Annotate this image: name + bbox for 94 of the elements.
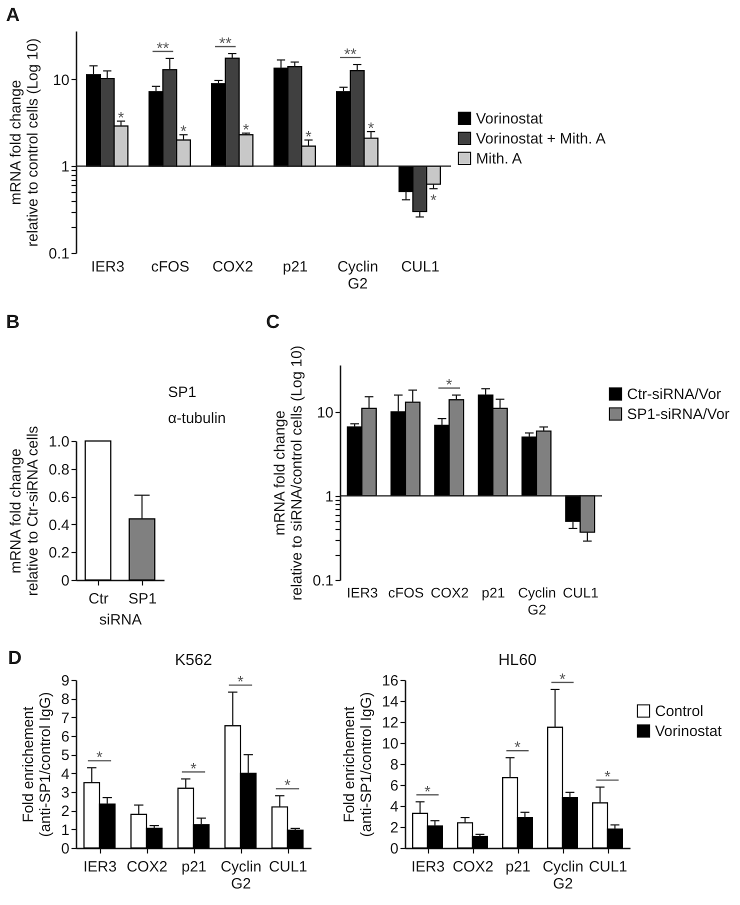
x-tick-label: Cyclin G2: [220, 858, 262, 892]
annotation: **: [344, 46, 357, 64]
y-tick-label: 12: [382, 714, 398, 732]
y-tick-label: 0.1: [48, 246, 70, 262]
x-tick-label: Cyclin G2: [337, 258, 378, 292]
legend-label: SP1-siRNA/Vor: [627, 406, 730, 423]
annotation: **: [156, 40, 170, 58]
text: A: [6, 5, 20, 26]
y-axis-title: mRNA fold change relative to siRNA/control cells (Log 10): [272, 345, 306, 601]
y-tick-label: 0.4: [48, 516, 70, 534]
y-axis-title: Fold enrichement (anti-SP1/control IgG): [340, 692, 375, 838]
legend-label: Vorinostat: [655, 723, 723, 740]
y-tick-label: 14: [382, 694, 398, 710]
y-tick-label: 10: [316, 404, 334, 422]
x-tick-label: COX2: [126, 858, 168, 876]
y-tick-label: 0: [390, 840, 398, 858]
x-tick-label: CUL1: [562, 584, 599, 600]
text: D: [8, 648, 22, 669]
y-tick-label: 10: [52, 72, 70, 89]
y-tick-label: 0: [61, 840, 70, 858]
y-tick-label: 1: [61, 158, 70, 176]
x-tick-label: IER3: [346, 584, 378, 600]
annotation: *: [118, 110, 124, 128]
x-tick-label: p21: [505, 858, 531, 876]
chart-title: HL60: [498, 652, 537, 669]
y-tick-label: 5: [61, 747, 70, 764]
y-tick-label: 0.1: [312, 572, 334, 590]
y-axis-title: mRNA fold change relative to Ctr-siRNA cells: [8, 426, 42, 596]
y-tick-label: 0.2: [48, 544, 70, 562]
y-tick-label: 1.0: [48, 434, 70, 450]
chart-title: K562: [174, 652, 212, 669]
x-tick-label: IER3: [411, 858, 445, 876]
text: B: [6, 312, 20, 333]
y-tick-label: 4: [390, 798, 398, 816]
annotation: *: [446, 377, 452, 394]
annotation: *: [514, 740, 521, 757]
y-axis-title: Fold enrichement (anti-SP1/control IgG): [20, 692, 54, 838]
x-tick-label: IER3: [91, 258, 124, 276]
y-tick-label: 0: [61, 572, 70, 590]
x-tick-label: p21: [181, 858, 207, 876]
annotation: **: [219, 36, 232, 53]
x-tick-label: p21: [282, 258, 308, 276]
x-axis-title: siRNA: [99, 612, 142, 628]
x-tick-label: CUL1: [268, 858, 308, 876]
y-tick-label: 1: [61, 822, 70, 839]
y-tick-label: 2: [390, 820, 398, 836]
annotation: *: [242, 122, 250, 140]
y-tick-label: 2: [61, 803, 70, 820]
annotation: *: [368, 120, 374, 138]
y-tick-label: 3: [61, 784, 70, 802]
text: SP1: [168, 384, 196, 401]
x-tick-label: CUL1: [588, 858, 628, 876]
x-tick-label: IER3: [83, 858, 117, 876]
annotation: *: [180, 124, 187, 141]
y-tick-label: 0.8: [48, 461, 70, 478]
y-tick-label: 0.6: [48, 489, 70, 506]
annotation: *: [604, 769, 611, 786]
text: C: [266, 312, 280, 333]
annotation: *: [430, 192, 437, 210]
x-tick-label: COX2: [452, 858, 494, 876]
legend-label: Ctr-siRNA/Vor: [627, 386, 722, 403]
x-tick-label: COX2: [430, 584, 469, 600]
legend-label: Control: [655, 703, 704, 720]
annotation: *: [424, 784, 431, 801]
y-tick-label: 16: [382, 672, 398, 690]
annotation: *: [96, 750, 103, 767]
annotation: *: [284, 778, 291, 795]
x-tick-label: SP1: [128, 590, 157, 608]
annotation: *: [237, 674, 244, 692]
x-tick-label: Ctr: [88, 590, 108, 608]
x-tick-label: p21: [482, 584, 506, 600]
x-tick-label: CUL1: [401, 258, 440, 276]
annotation: *: [190, 760, 197, 778]
y-tick-label: 10: [382, 736, 398, 752]
y-tick-label: 4: [61, 766, 70, 783]
x-tick-label: Cyclin G2: [518, 584, 556, 618]
y-tick-label: 6: [61, 728, 70, 746]
x-tick-label: cFOS: [151, 258, 190, 276]
x-tick-label: COX2: [212, 258, 254, 276]
y-tick-label: 7: [61, 710, 70, 727]
annotation: *: [305, 129, 312, 146]
y-tick-label: 8: [390, 756, 398, 774]
x-tick-label: Cyclin G2: [542, 858, 584, 892]
y-axis-title: mRNA fold change relative to control cells (Log 10): [8, 38, 42, 247]
annotation: *: [559, 671, 566, 688]
legend-label: Vorinostat + Mith. A: [476, 130, 606, 148]
y-tick-label: 1: [325, 488, 334, 506]
text: α-tubulin: [168, 410, 226, 427]
legend-label: Mith. A: [476, 150, 522, 168]
y-tick-label: 9: [61, 672, 70, 690]
legend-label: Vorinostat: [476, 110, 544, 128]
y-tick-label: 8: [61, 691, 70, 708]
y-tick-label: 6: [390, 778, 398, 794]
x-tick-label: cFOS: [388, 584, 424, 600]
